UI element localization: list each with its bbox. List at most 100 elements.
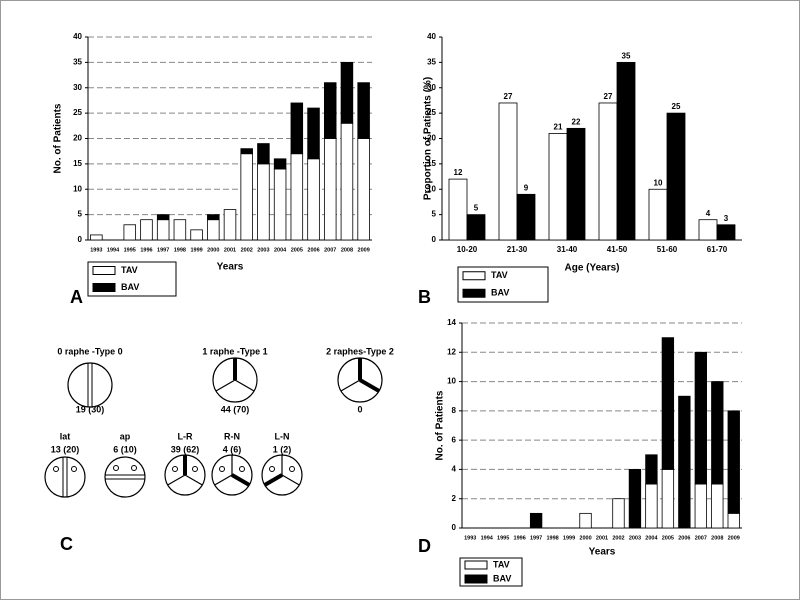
bar-segment	[612, 498, 625, 529]
y-tick-label: 0	[432, 235, 437, 244]
y-tick-label: 5	[432, 210, 437, 219]
y-tick-label: 0	[452, 523, 457, 532]
raphe	[358, 378, 381, 393]
x-tick-label: 1994	[107, 247, 120, 253]
raphe	[184, 474, 203, 486]
bar-segment	[173, 219, 187, 241]
bar-segment	[357, 138, 370, 241]
legend-swatch	[464, 574, 488, 584]
legend-swatch	[464, 560, 488, 570]
coronary	[269, 466, 275, 472]
raphe	[281, 474, 300, 486]
x-tick-label: 1995	[124, 247, 136, 253]
y-axis-title: Proportion of Patients (%)	[423, 77, 434, 200]
bar	[516, 193, 536, 241]
x-tick-label: 31-40	[557, 245, 578, 254]
valve	[67, 362, 113, 408]
y-tick-label: 40	[73, 32, 82, 41]
bar-segment	[694, 351, 707, 485]
valve-label: L-N	[275, 431, 290, 441]
raphe	[167, 474, 186, 486]
data-label: 25	[672, 102, 681, 111]
bar-segment	[628, 469, 642, 529]
bar-segment	[156, 219, 170, 241]
y-tick-label: 10	[427, 184, 436, 193]
valve-label: 2 raphes-Type 2	[326, 346, 394, 356]
y-tick-label: 6	[452, 435, 457, 444]
x-tick-label: 2002	[612, 535, 624, 541]
y-tick-label: 4	[452, 465, 457, 474]
valve-label: R-N	[224, 431, 240, 441]
raphe	[234, 379, 255, 392]
legend-swatch	[92, 283, 116, 292]
bar-segment	[323, 138, 337, 241]
x-tick-label: 61-70	[707, 245, 728, 254]
x-axis-title: Years	[589, 547, 616, 558]
raphe	[215, 379, 236, 392]
data-label: 5	[474, 204, 479, 213]
bar-segment	[323, 82, 337, 139]
x-tick-label: 1997	[157, 247, 169, 253]
data-label: 4	[706, 209, 711, 218]
bar-segment	[240, 153, 253, 241]
valve-count: 44 (70)	[221, 404, 250, 414]
x-tick-label: 1996	[514, 535, 526, 541]
y-axis-title: No. of Patients	[53, 103, 64, 173]
bar-segment	[273, 168, 287, 241]
y-tick-label: 35	[427, 57, 436, 66]
legend-label: TAV	[491, 270, 508, 280]
panel-label: A	[70, 287, 83, 307]
x-tick-label: 21-30	[507, 245, 528, 254]
data-label: 27	[504, 92, 513, 101]
bar-segment	[257, 143, 270, 165]
bar-segment	[727, 410, 740, 514]
bar	[548, 133, 568, 241]
x-tick-label: 1997	[530, 535, 542, 541]
raphe	[263, 473, 284, 487]
x-tick-label: 2009	[728, 535, 740, 541]
y-tick-label: 15	[73, 159, 82, 168]
bar-segment	[340, 122, 354, 241]
y-tick-label: 25	[427, 108, 436, 117]
bar-segment	[223, 209, 237, 241]
x-tick-label: 1999	[563, 535, 575, 541]
x-tick-label: 2001	[596, 535, 608, 541]
panel-label: D	[418, 536, 431, 556]
valve-count: 39 (62)	[171, 444, 200, 454]
bar	[666, 112, 686, 241]
y-tick-label: 0	[78, 235, 83, 244]
bar-segment	[694, 483, 707, 529]
bar	[448, 178, 468, 241]
bar-segment	[645, 483, 658, 529]
data-label: 22	[572, 117, 581, 126]
bar-segment	[711, 381, 724, 485]
coronary	[113, 465, 119, 471]
y-tick-label: 20	[427, 134, 436, 143]
valve	[104, 456, 146, 498]
bar-segment	[307, 107, 320, 160]
data-label: 35	[622, 51, 631, 60]
valve-label: 1 raphe -Type 1	[202, 346, 267, 356]
x-tick-label: 1994	[481, 535, 494, 541]
coronary	[289, 466, 295, 472]
x-tick-label: 2004	[274, 247, 287, 253]
bar-segment	[579, 512, 592, 529]
bar	[616, 61, 636, 241]
y-tick-label: 35	[73, 57, 82, 66]
bar-segment	[727, 512, 740, 529]
bar	[498, 102, 518, 241]
valve-count: 6 (10)	[113, 444, 137, 454]
x-tick-label: 1998	[174, 247, 186, 253]
panel-label: C	[60, 534, 73, 554]
legend-label: BAV	[493, 573, 511, 583]
valve	[44, 456, 86, 498]
bar-segment	[257, 163, 270, 241]
panel-label: B	[418, 287, 431, 307]
valve-count: 4 (6)	[223, 444, 242, 454]
coronary	[219, 466, 225, 472]
legend-swatch	[462, 288, 486, 298]
bar-segment	[529, 512, 543, 529]
bar-segment	[661, 469, 675, 529]
bar	[466, 214, 486, 241]
